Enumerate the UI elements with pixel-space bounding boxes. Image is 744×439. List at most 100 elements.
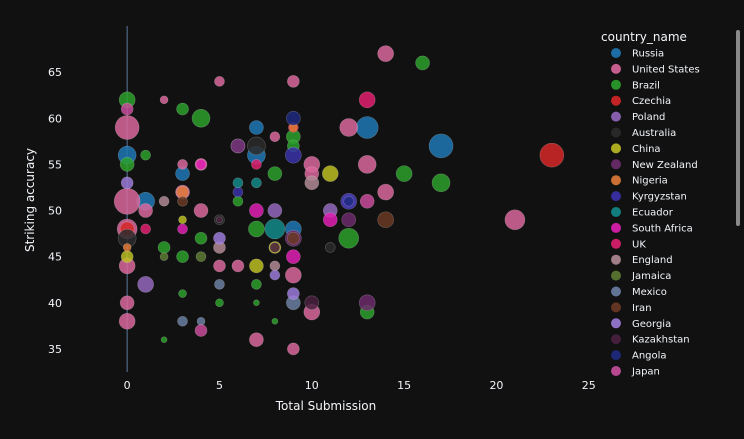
data-point[interactable]: [304, 175, 320, 191]
data-point[interactable]: [177, 223, 188, 235]
data-point[interactable]: [358, 294, 376, 312]
data-point[interactable]: [194, 231, 208, 245]
data-point[interactable]: [118, 312, 136, 330]
data-point[interactable]: [287, 342, 300, 356]
data-point[interactable]: [428, 133, 454, 159]
data-point[interactable]: [232, 196, 244, 207]
series-jamaica[interactable]: [159, 251, 207, 262]
legend-item-australia[interactable]: Australia: [611, 127, 676, 140]
data-point[interactable]: [178, 289, 187, 298]
data-point[interactable]: [357, 155, 377, 174]
data-point[interactable]: [304, 295, 320, 311]
legend-item-uk[interactable]: UK: [611, 238, 646, 251]
data-point[interactable]: [159, 252, 169, 261]
data-point[interactable]: [247, 136, 266, 156]
legend-item-england[interactable]: England: [611, 254, 673, 267]
data-point[interactable]: [249, 203, 264, 218]
series-kazakhstan[interactable]: [216, 216, 320, 311]
data-point[interactable]: [176, 250, 189, 263]
legend-item-mexico[interactable]: Mexico: [611, 286, 667, 299]
data-point[interactable]: [114, 115, 140, 140]
data-point[interactable]: [195, 159, 207, 170]
data-point[interactable]: [285, 146, 302, 164]
legend-item-united-states[interactable]: United States: [611, 63, 700, 76]
data-point[interactable]: [231, 259, 245, 273]
data-point[interactable]: [504, 209, 526, 231]
data-point[interactable]: [232, 186, 244, 198]
data-point[interactable]: [119, 295, 135, 311]
legend-scrollbar[interactable]: [736, 30, 740, 226]
data-point[interactable]: [140, 149, 151, 161]
data-point[interactable]: [214, 76, 225, 87]
data-point[interactable]: [358, 91, 376, 109]
data-point[interactable]: [194, 324, 208, 337]
data-point[interactable]: [285, 266, 302, 284]
data-point[interactable]: [193, 203, 209, 218]
legend-item-brazil[interactable]: Brazil: [611, 79, 660, 92]
data-point[interactable]: [539, 142, 565, 168]
data-point[interactable]: [339, 118, 359, 137]
legend-item-new-zealand[interactable]: New Zealand: [611, 159, 698, 171]
data-point[interactable]: [271, 317, 279, 325]
data-point[interactable]: [157, 241, 171, 254]
legend-item-south-africa[interactable]: South Africa: [611, 222, 693, 235]
data-point[interactable]: [215, 298, 224, 308]
data-point[interactable]: [248, 220, 265, 238]
series-georgia[interactable]: [120, 176, 300, 300]
data-point[interactable]: [159, 95, 169, 105]
data-point[interactable]: [324, 242, 336, 253]
legend-item-kazakhstan[interactable]: Kazakhstan: [611, 334, 690, 346]
data-point[interactable]: [287, 75, 300, 88]
data-point[interactable]: [137, 276, 154, 293]
legend-item-jamaica[interactable]: Jamaica: [611, 270, 671, 283]
data-point[interactable]: [213, 231, 226, 245]
series-south-africa[interactable]: [177, 159, 338, 264]
data-point[interactable]: [251, 177, 262, 189]
data-point[interactable]: [322, 212, 338, 228]
data-point[interactable]: [415, 55, 430, 71]
data-point[interactable]: [251, 159, 262, 170]
legend-item-poland[interactable]: Poland: [611, 111, 665, 124]
data-point[interactable]: [177, 315, 188, 327]
data-point[interactable]: [287, 231, 300, 245]
data-point[interactable]: [160, 336, 168, 344]
data-point[interactable]: [178, 215, 187, 225]
legend-item-ecuador[interactable]: Ecuador: [611, 207, 674, 219]
legend-item-nigeria[interactable]: Nigeria: [611, 175, 668, 187]
data-point[interactable]: [177, 159, 188, 170]
data-point[interactable]: [213, 259, 226, 273]
data-point[interactable]: [359, 194, 375, 209]
series-iran[interactable]: [177, 196, 394, 245]
data-point[interactable]: [343, 196, 355, 207]
data-point[interactable]: [431, 173, 451, 193]
legend-item-china[interactable]: China: [611, 143, 661, 155]
data-point[interactable]: [230, 138, 246, 154]
data-point[interactable]: [395, 165, 413, 182]
legend[interactable]: country_name Russia United States Brazil Cz…: [601, 30, 740, 378]
series-japan[interactable]: [120, 102, 375, 337]
data-point[interactable]: [249, 258, 264, 274]
data-point[interactable]: [138, 203, 153, 218]
data-point[interactable]: [269, 260, 281, 272]
data-point[interactable]: [267, 203, 283, 218]
data-point[interactable]: [216, 216, 223, 224]
data-point[interactable]: [120, 102, 134, 116]
data-point[interactable]: [122, 243, 132, 252]
series-uk[interactable]: [140, 91, 376, 235]
data-point[interactable]: [341, 212, 357, 228]
series-brazil[interactable]: [118, 55, 451, 344]
series-angola[interactable]: [286, 110, 355, 207]
data-point[interactable]: [377, 45, 394, 62]
data-point[interactable]: [287, 287, 300, 300]
legend-item-angola[interactable]: Angola: [611, 350, 667, 362]
data-point[interactable]: [253, 299, 260, 307]
data-point[interactable]: [195, 251, 207, 262]
data-point[interactable]: [191, 108, 211, 128]
legend-item-japan[interactable]: Japan: [611, 366, 660, 378]
series-ecuador[interactable]: [232, 177, 286, 240]
data-point[interactable]: [269, 269, 281, 281]
data-point[interactable]: [120, 250, 134, 263]
data-point[interactable]: [251, 279, 262, 290]
data-point[interactable]: [321, 165, 339, 182]
data-point[interactable]: [249, 332, 264, 348]
